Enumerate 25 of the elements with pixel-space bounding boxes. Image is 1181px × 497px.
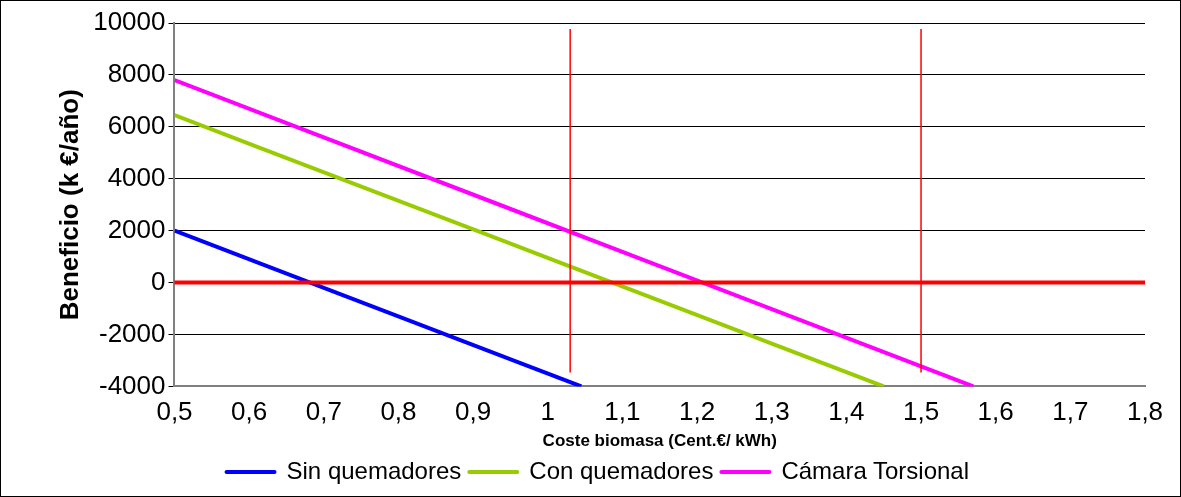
x-tick-label: 0,9 — [455, 396, 492, 427]
y-axis-title: Beneficio (k €/año) — [53, 89, 84, 321]
x-tick-label: 0,8 — [380, 396, 417, 427]
y-tick-label: 10000 — [93, 6, 166, 37]
x-tick-label: 0,6 — [231, 396, 268, 427]
y-tick-label: 2000 — [107, 213, 166, 244]
x-tick-label: 1,4 — [828, 396, 865, 427]
y-tick-label: 6000 — [107, 110, 166, 140]
x-tick-label: 1,2 — [679, 396, 716, 427]
y-tick-label: 8000 — [107, 58, 166, 89]
y-tick-label: 0 — [151, 265, 166, 296]
x-tick-label: 1,3 — [753, 396, 790, 427]
x-tick-label: 0,7 — [305, 396, 342, 427]
x-tick-label: 1,8 — [1126, 396, 1164, 427]
y-tick-label: 4000 — [107, 161, 166, 192]
legend-label: Con quemadores — [529, 456, 714, 484]
x-axis-title: Coste biomasa (Cent.€/ kWh) — [542, 431, 777, 451]
x-tick-label: 1,6 — [977, 396, 1014, 427]
x-tick-label: 1,1 — [604, 396, 641, 427]
legend-label: Sin quemadores — [286, 456, 462, 484]
x-tick-label: 1 — [540, 396, 555, 427]
x-tick-label: 1,7 — [1052, 396, 1089, 427]
x-tick-label: 1,5 — [902, 396, 940, 427]
y-tick-label: -2000 — [99, 317, 166, 348]
legend-label: Cámara Torsional — [781, 456, 970, 484]
